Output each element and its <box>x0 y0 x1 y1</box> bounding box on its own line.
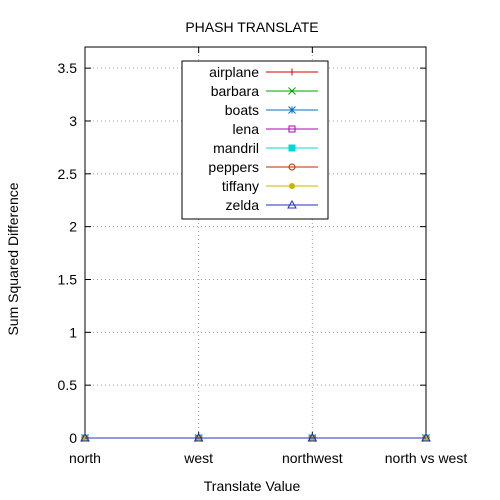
y-tick-label: 2 <box>69 219 77 235</box>
legend: airplane barbara boats lena mandril peppers ti… <box>182 61 328 219</box>
series-zelda <box>81 434 430 441</box>
legend-label-airplane: airplane <box>209 64 259 80</box>
y-axis-title: Sum Squared Difference <box>5 182 21 335</box>
y-tick-label: 0 <box>69 430 77 446</box>
y-tick-label: 3 <box>69 113 77 129</box>
legend-label-zelda: zelda <box>226 197 260 213</box>
x-tick-label: west <box>183 450 213 466</box>
x-axis-title: Translate Value <box>204 478 301 494</box>
legend-label-tiffany: tiffany <box>222 178 259 194</box>
legend-label-barbara: barbara <box>211 83 259 99</box>
x-tick-label: north vs west <box>385 450 468 466</box>
y-tick-label: 1 <box>69 324 77 340</box>
y-tick-label: 3.5 <box>58 60 78 76</box>
y-tick-label: 2.5 <box>58 166 78 182</box>
x-tick-label: north <box>69 450 101 466</box>
y-tick-label: 1.5 <box>58 271 78 287</box>
legend-marker-mandril <box>289 145 296 152</box>
legend-marker-tiffany <box>289 183 295 189</box>
legend-label-lena: lena <box>233 121 260 137</box>
x-tick-label: northwest <box>282 450 343 466</box>
chart-title: PHASH TRANSLATE <box>185 19 318 35</box>
y-tick-label: 0.5 <box>58 377 78 393</box>
legend-label-mandril: mandril <box>213 140 259 156</box>
legend-label-boats: boats <box>225 102 259 118</box>
series-group <box>81 434 430 442</box>
legend-marker-boats <box>289 107 296 114</box>
legend-label-peppers: peppers <box>208 159 259 175</box>
